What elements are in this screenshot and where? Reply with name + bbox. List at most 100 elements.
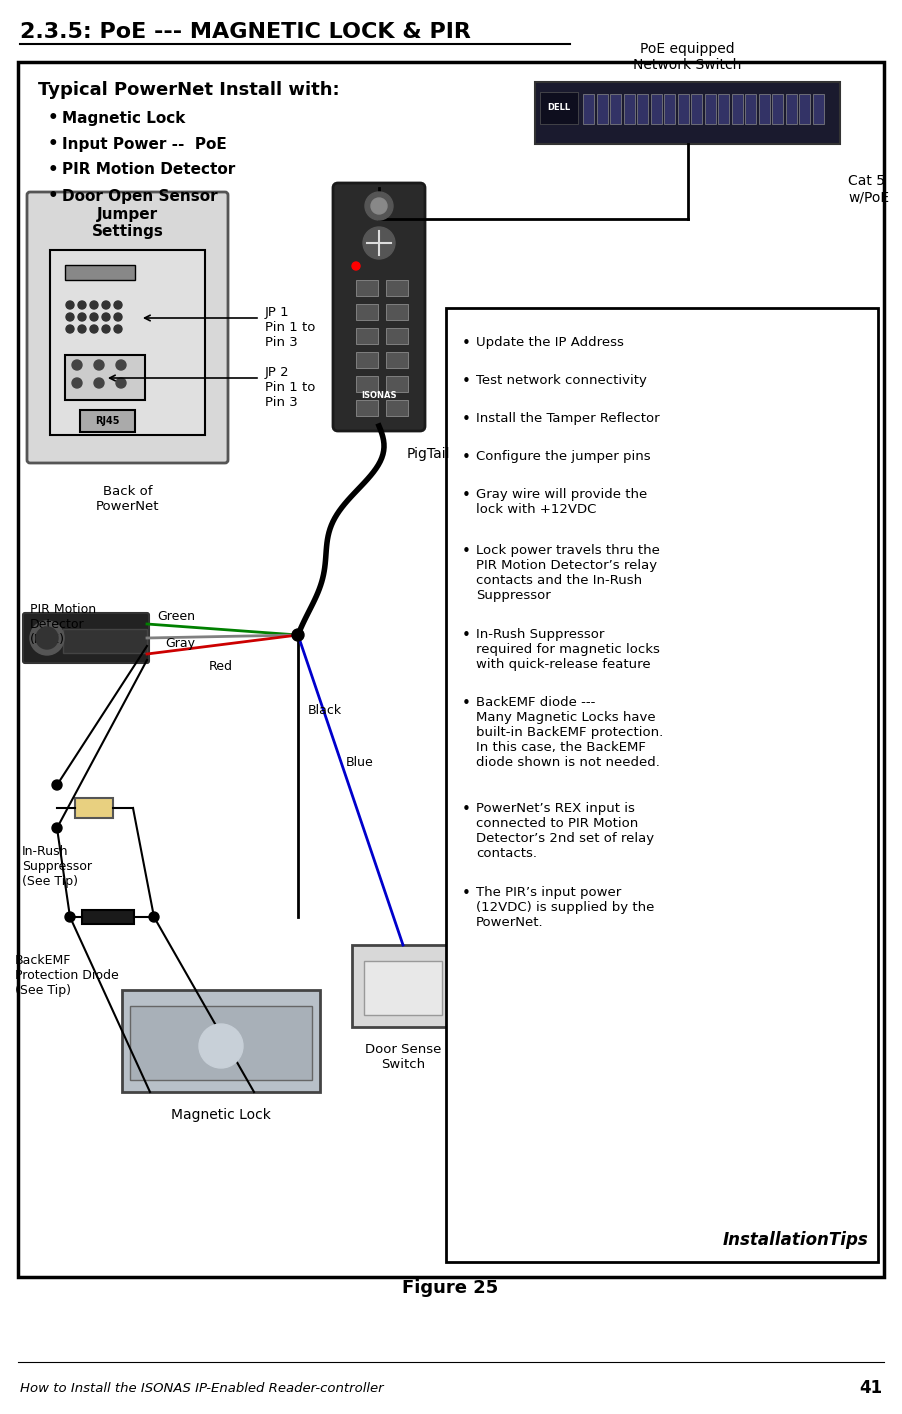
Bar	[677, 93, 688, 124]
Text: Figure 25: Figure 25	[402, 1280, 498, 1297]
Circle shape	[78, 325, 86, 334]
Text: Blue: Blue	[346, 756, 373, 769]
Text: JP 1
Pin 1 to
Pin 3: JP 1 Pin 1 to Pin 3	[265, 305, 316, 349]
Bar	[75, 797, 113, 819]
Bar	[386, 400, 408, 416]
Bar	[386, 328, 408, 344]
Bar	[691, 93, 702, 124]
Circle shape	[66, 312, 74, 321]
Circle shape	[102, 312, 110, 321]
FancyBboxPatch shape	[27, 192, 228, 462]
Text: •: •	[462, 450, 471, 465]
Text: PoE equipped
Network Switch: PoE equipped Network Switch	[633, 42, 741, 72]
Text: Black: Black	[308, 704, 342, 717]
Bar	[356, 352, 378, 368]
Bar	[637, 93, 648, 124]
Circle shape	[90, 325, 98, 334]
Bar	[130, 1005, 312, 1080]
Bar	[356, 400, 378, 416]
Text: •: •	[462, 411, 471, 427]
Circle shape	[78, 301, 86, 310]
Bar	[772, 93, 783, 124]
Text: BackEMF diode ---
Many Magnetic Locks have
built-in BackEMF protection.
In this : BackEMF diode --- Many Magnetic Locks ha…	[476, 696, 663, 769]
Circle shape	[371, 198, 387, 214]
Text: •: •	[462, 887, 471, 901]
Circle shape	[52, 823, 62, 833]
Circle shape	[72, 378, 82, 387]
Circle shape	[116, 378, 126, 387]
Circle shape	[363, 228, 395, 259]
Text: •: •	[462, 337, 471, 351]
Bar	[813, 93, 824, 124]
Bar	[583, 93, 594, 124]
Text: •: •	[462, 488, 471, 503]
Text: •: •	[48, 109, 59, 127]
Circle shape	[199, 1024, 243, 1068]
Bar	[122, 990, 320, 1092]
Text: The PIR’s input power
(12VDC) is supplied by the
PowerNet.: The PIR’s input power (12VDC) is supplie…	[476, 887, 654, 929]
Text: Typical PowerNet Install with:: Typical PowerNet Install with:	[38, 81, 340, 99]
Circle shape	[116, 361, 126, 370]
Circle shape	[102, 325, 110, 334]
Text: Gray wire will provide the
lock with +12VDC: Gray wire will provide the lock with +12…	[476, 488, 648, 516]
Bar	[356, 376, 378, 392]
Circle shape	[66, 325, 74, 334]
Text: Install the Tamper Reflector: Install the Tamper Reflector	[476, 411, 659, 426]
Text: •: •	[48, 161, 59, 180]
Bar	[80, 410, 135, 433]
Text: Magnetic Lock: Magnetic Lock	[62, 110, 186, 126]
Circle shape	[65, 912, 75, 922]
Bar	[50, 250, 205, 436]
Text: •: •	[462, 802, 471, 817]
Bar	[786, 93, 796, 124]
Text: DELL: DELL	[548, 103, 571, 113]
Text: Jumper
Settings: Jumper Settings	[92, 206, 163, 239]
Circle shape	[102, 301, 110, 310]
Bar	[718, 93, 729, 124]
Text: Back of
PowerNet: Back of PowerNet	[96, 485, 160, 513]
Text: Green: Green	[157, 609, 195, 622]
Bar	[356, 304, 378, 320]
Text: 41: 41	[859, 1379, 882, 1397]
Text: Input Power --  PoE: Input Power -- PoE	[62, 137, 226, 151]
Circle shape	[114, 325, 122, 334]
Bar	[65, 264, 135, 280]
Text: •: •	[462, 373, 471, 389]
Circle shape	[114, 301, 122, 310]
Bar	[596, 93, 608, 124]
Text: Red: Red	[209, 659, 233, 673]
Bar	[386, 280, 408, 296]
Circle shape	[72, 361, 82, 370]
Text: Door Sense
Switch: Door Sense Switch	[364, 1044, 441, 1070]
Bar	[704, 93, 715, 124]
Text: •: •	[462, 696, 471, 711]
Circle shape	[352, 262, 360, 270]
Circle shape	[52, 781, 62, 790]
Bar	[610, 93, 621, 124]
Text: ISONAS: ISONAS	[361, 392, 397, 400]
Bar	[623, 93, 634, 124]
Bar	[535, 82, 840, 144]
Bar	[63, 629, 147, 653]
Circle shape	[292, 629, 304, 641]
Bar	[759, 93, 769, 124]
Circle shape	[365, 192, 393, 221]
Text: PIR Motion Detector: PIR Motion Detector	[62, 163, 235, 178]
Text: Gray: Gray	[165, 638, 195, 650]
Text: •: •	[462, 544, 471, 559]
Text: Lock power travels thru the
PIR Motion Detector’s relay
contacts and the In-Rush: Lock power travels thru the PIR Motion D…	[476, 544, 660, 602]
Text: RJ45: RJ45	[95, 416, 119, 426]
Bar	[65, 355, 145, 400]
Text: •: •	[48, 134, 59, 153]
Bar	[386, 304, 408, 320]
Bar	[18, 62, 884, 1277]
Bar	[356, 328, 378, 344]
Bar	[664, 93, 675, 124]
Text: BackEMF
Protection Diode
(See Tip): BackEMF Protection Diode (See Tip)	[15, 954, 119, 997]
Text: InstallationTips: InstallationTips	[723, 1232, 868, 1249]
Bar	[650, 93, 661, 124]
Text: 2.3.5: PoE --- MAGNETIC LOCK & PIR: 2.3.5: PoE --- MAGNETIC LOCK & PIR	[20, 23, 471, 42]
Circle shape	[114, 312, 122, 321]
FancyBboxPatch shape	[23, 614, 149, 663]
Bar	[799, 93, 810, 124]
